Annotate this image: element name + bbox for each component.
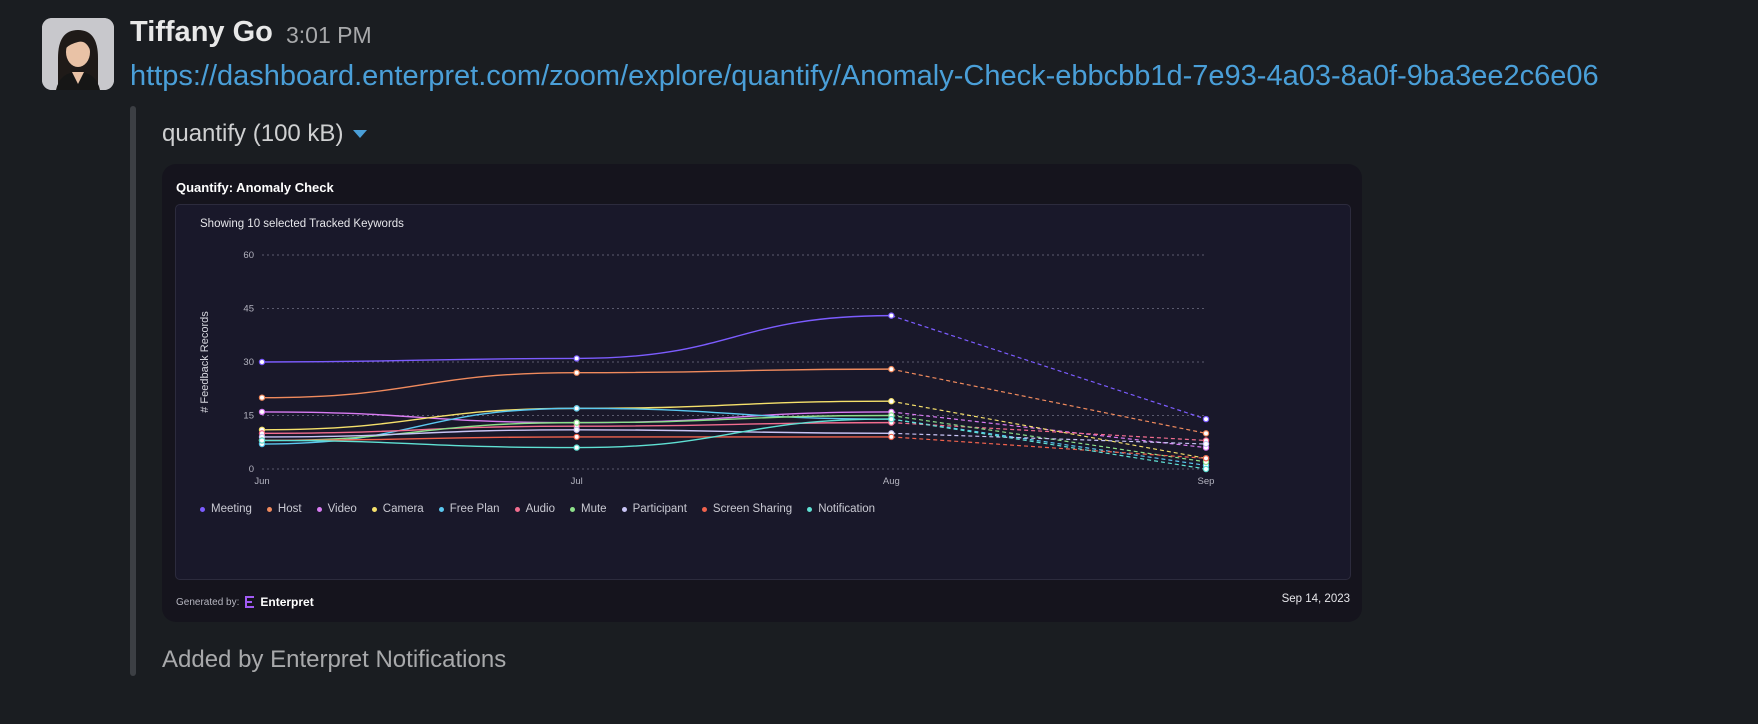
- series-dashed-segment: [891, 418, 1207, 470]
- avatar-image: [42, 18, 114, 90]
- data-point: [888, 433, 895, 441]
- y-axis-label: # Feedback Records: [199, 311, 211, 413]
- legend-item: Camera: [371, 503, 424, 515]
- legend-label: Camera: [382, 503, 424, 515]
- attachment-header[interactable]: quantify (100 kB): [162, 120, 368, 148]
- enterpret-logo: Enterpret: [245, 595, 314, 609]
- attachment-footer: Added by Enterpret Notifications: [162, 646, 507, 673]
- series-dashed-segment: [891, 400, 1207, 459]
- chart-subtitle: Showing 10 selected Tracked Keywords: [200, 218, 404, 230]
- legend-dot-icon: [569, 506, 575, 512]
- y-tick-label: 0: [249, 464, 254, 475]
- data-point: [573, 444, 580, 451]
- collapse-caret-icon[interactable]: [353, 130, 368, 138]
- avatar[interactable]: [42, 18, 114, 90]
- legend-dot-icon: [266, 506, 272, 512]
- enterpret-logo-icon: [245, 596, 255, 608]
- series-dashed-segment: [891, 411, 1207, 449]
- series-dashed-segment: [891, 315, 1207, 420]
- generated-by-label: Generated by:: [176, 596, 240, 608]
- x-tick-label: Jun: [254, 476, 269, 487]
- sender-name[interactable]: Tiffany Go: [130, 16, 273, 48]
- data-point: [258, 408, 266, 416]
- series-dashed-segment: [891, 422, 1207, 442]
- legend-dot-icon: [200, 506, 205, 512]
- generated-by: Generated by: Enterpret: [176, 595, 314, 609]
- message-timestamp[interactable]: 3:01 PM: [286, 22, 372, 48]
- legend-item: Audio: [514, 503, 555, 515]
- legend-item: Screen Sharing: [701, 503, 793, 515]
- legend-item: Participant: [621, 503, 687, 515]
- y-tick-label: 15: [243, 411, 254, 422]
- legend-dot-icon: [807, 506, 813, 512]
- data-point: [573, 433, 580, 441]
- legend-label: Participant: [632, 503, 687, 515]
- legend-dot-icon: [438, 506, 444, 512]
- data-point: [573, 355, 580, 362]
- legend-item: Host: [266, 503, 302, 515]
- y-tick-label: 60: [243, 250, 254, 261]
- legend-item: Mute: [569, 503, 607, 515]
- legend-item: Notification: [807, 503, 875, 515]
- legend-label: Notification: [818, 503, 876, 515]
- legend-label: Screen Sharing: [712, 503, 793, 515]
- card-date: Sep 14, 2023: [1281, 593, 1350, 605]
- data-point: [573, 369, 580, 376]
- legend-item: Free Plan: [438, 503, 500, 515]
- series-line: [261, 314, 892, 363]
- x-tick-label: Jul: [571, 476, 583, 487]
- x-tick-label: Sep: [1198, 476, 1215, 487]
- legend-label: Mute: [580, 503, 607, 515]
- data-point: [1202, 415, 1210, 423]
- chart-panel: Showing 10 selected Tracked Keywords 0 15…: [175, 204, 1351, 580]
- data-point: [888, 398, 895, 405]
- series-dashed-segment: [891, 432, 1207, 445]
- data-point: [258, 358, 266, 366]
- legend-dot-icon: [621, 506, 627, 512]
- legend-label: Host: [277, 503, 302, 515]
- dashboard-link[interactable]: https://dashboard.enterpret.com/zoom/exp…: [130, 60, 1599, 92]
- y-tick-label: 45: [243, 304, 254, 315]
- data-point: [1202, 465, 1210, 473]
- series-dashed-segment: [891, 368, 1207, 434]
- legend-dot-icon: [316, 506, 322, 512]
- data-point: [258, 394, 266, 401]
- legend-label: Free Plan: [449, 503, 500, 515]
- data-point: [258, 437, 266, 444]
- data-point: [573, 405, 580, 412]
- data-point: [1202, 455, 1210, 462]
- attachment-title: quantify (100 kB): [162, 120, 344, 147]
- data-point: [573, 426, 580, 433]
- series-dashed-segment: [891, 436, 1207, 459]
- data-point: [888, 415, 895, 423]
- brand-name: Enterpret: [260, 595, 314, 609]
- legend-label: Meeting: [211, 503, 252, 515]
- legend-label: Audio: [525, 503, 555, 515]
- card-title: Quantify: Anomaly Check: [176, 180, 334, 195]
- data-point: [888, 312, 895, 319]
- legend-label: Video: [327, 503, 357, 515]
- attachment-quote-bar: [130, 106, 136, 676]
- legend-item: Meeting: [200, 503, 252, 515]
- y-tick-label: 30: [243, 357, 254, 368]
- legend-item: Video: [316, 503, 357, 515]
- data-point: [888, 365, 895, 373]
- x-tick-label: Aug: [883, 476, 900, 487]
- chart-image-card[interactable]: Quantify: Anomaly Check Showing 10 selec…: [162, 164, 1362, 622]
- legend-dot-icon: [701, 506, 707, 512]
- chart-legend: Meeting Host Video Camera Free Plan Audio Mute…: [200, 503, 875, 515]
- data-point: [1202, 440, 1210, 448]
- legend-dot-icon: [371, 506, 377, 512]
- line-chart: 015304560JunJulAugSepTime-Range# Feedbac…: [199, 250, 1215, 487]
- data-point: [573, 419, 580, 426]
- data-point: [1202, 430, 1210, 437]
- legend-dot-icon: [514, 506, 520, 512]
